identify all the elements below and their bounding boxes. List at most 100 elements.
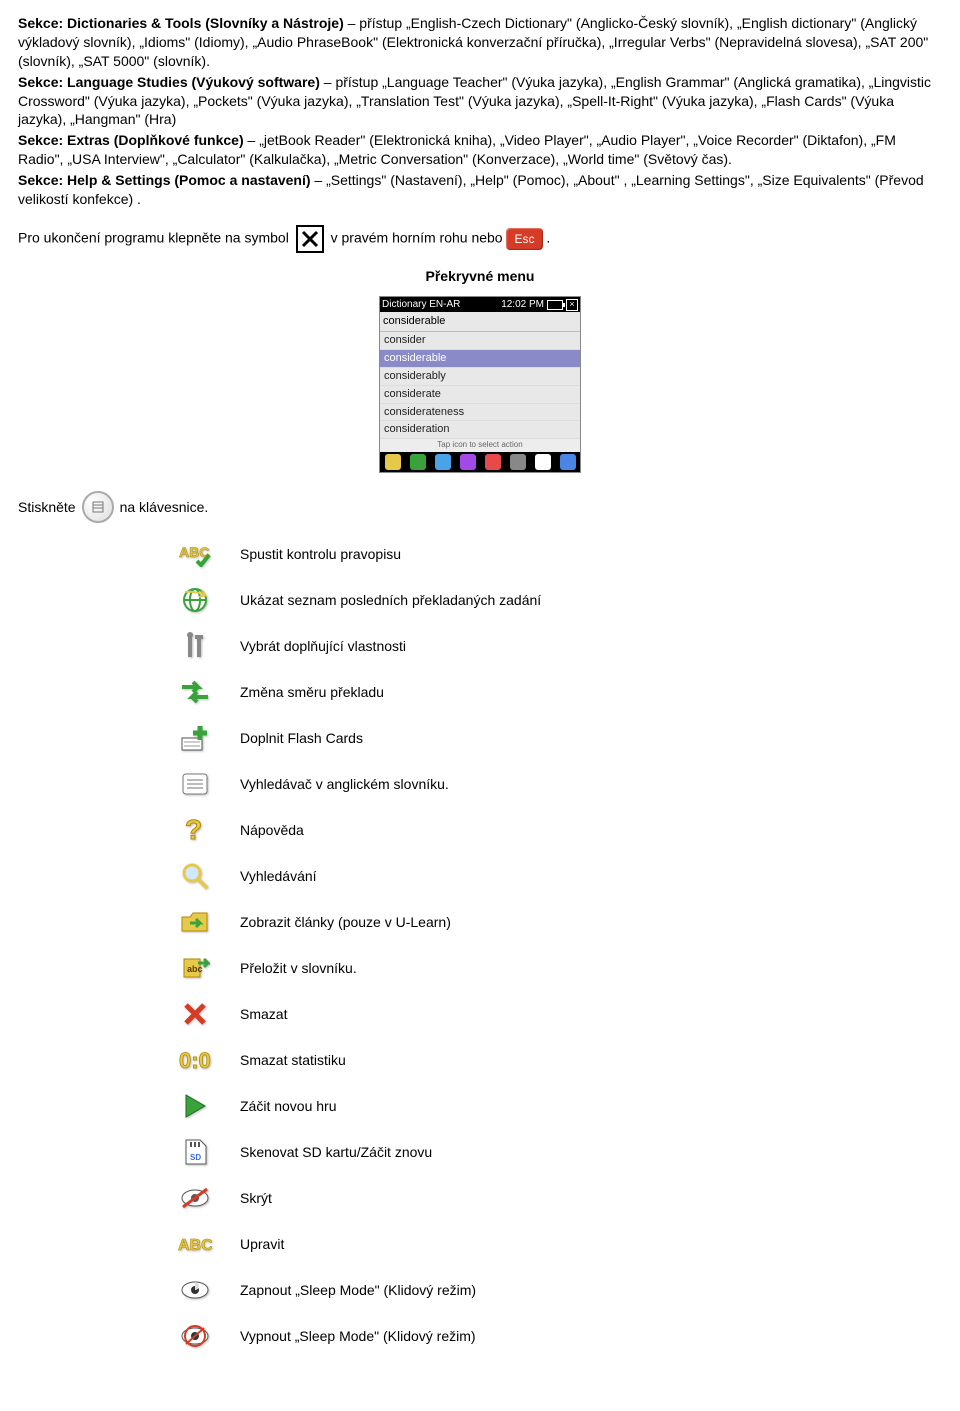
- device-list-item[interactable]: considerable: [380, 350, 580, 368]
- device-list-item[interactable]: consider: [380, 332, 580, 350]
- function-row: ? Nápověda: [178, 815, 942, 845]
- function-row: Skrýt: [178, 1183, 942, 1213]
- device-toolbar-icon[interactable]: [385, 454, 401, 470]
- keyboard-key-icon: [82, 491, 114, 523]
- dict-icon: abc: [178, 953, 212, 983]
- section-help-settings: Sekce: Help & Settings (Pomoc a nastaven…: [18, 171, 942, 209]
- folder-arrow-icon: [178, 907, 212, 937]
- function-label: Vyhledávání: [240, 867, 317, 886]
- help-icon: ?: [178, 815, 212, 845]
- device-search-value: considerable: [383, 315, 445, 327]
- section-help-settings-head: Sekce: Help & Settings (Pomoc a nastaven…: [18, 172, 311, 188]
- section-language-studies: Sekce: Language Studies (Výukový softwar…: [18, 73, 942, 130]
- function-label: Vypnout „Sleep Mode" (Klidový režim): [240, 1327, 476, 1346]
- doc-list-icon: [178, 769, 212, 799]
- eye-off-icon: [178, 1183, 212, 1213]
- function-row: Záčit novou hru: [178, 1091, 942, 1121]
- svg-text:?: ?: [185, 815, 202, 845]
- device-toolbar-icon[interactable]: [510, 454, 526, 470]
- function-row: Vybrát doplňující vlastnosti: [178, 631, 942, 661]
- function-row: ABC Upravit: [178, 1229, 942, 1259]
- device-toolbar-icon[interactable]: [535, 454, 551, 470]
- function-row: Zobrazit články (pouze v U-Learn): [178, 907, 942, 937]
- esc-key-icon: Esc: [506, 228, 542, 250]
- device-word-list[interactable]: considerconsiderableconsiderablyconsider…: [380, 332, 580, 439]
- function-row: Změna směru překladu: [178, 677, 942, 707]
- function-row: Doplnit Flash Cards: [178, 723, 942, 753]
- zero-icon: 0:0: [178, 1045, 212, 1075]
- svg-text:0:0: 0:0: [179, 1048, 211, 1072]
- cross-icon: [178, 999, 212, 1029]
- device-list-item[interactable]: consideration: [380, 421, 580, 439]
- press-text-a: Stiskněte: [18, 498, 76, 517]
- battery-icon: [547, 300, 563, 310]
- device-list-item[interactable]: considerably: [380, 368, 580, 386]
- sleep-off-icon: [178, 1321, 212, 1351]
- function-label: Smazat: [240, 1005, 287, 1024]
- device-list-item[interactable]: considerateness: [380, 404, 580, 422]
- press-key-instruction: Stiskněte na klávesnice.: [18, 491, 942, 523]
- function-label: Záčit novou hru: [240, 1097, 337, 1116]
- device-toolbar-icon[interactable]: [460, 454, 476, 470]
- function-label: Zapnout „Sleep Mode" (Klidový režim): [240, 1281, 476, 1300]
- sd-icon: SD: [178, 1137, 212, 1167]
- play-icon: [178, 1091, 212, 1121]
- plus-icon: [178, 723, 212, 753]
- magnify-icon: [178, 861, 212, 891]
- function-label: Nápověda: [240, 821, 304, 840]
- section-extras-head: Sekce: Extras (Doplňkové funkce): [18, 132, 244, 148]
- device-title: Dictionary EN-AR: [382, 298, 460, 312]
- function-row: Vyhledávač v anglickém slovníku.: [178, 769, 942, 799]
- press-text-b: na klávesnice.: [120, 498, 209, 517]
- device-toolbar-icon[interactable]: [410, 454, 426, 470]
- close-icon: [296, 225, 324, 253]
- function-label: Upravit: [240, 1235, 284, 1254]
- function-label: Doplnit Flash Cards: [240, 729, 363, 748]
- function-row: Ukázat seznam posledních překladaných za…: [178, 585, 942, 615]
- section-dictionaries: Sekce: Dictionaries & Tools (Slovníky a …: [18, 14, 942, 71]
- function-row: abc Přeložit v slovníku.: [178, 953, 942, 983]
- function-label: Vybrát doplňující vlastnosti: [240, 637, 406, 656]
- abc-icon: ABC: [178, 1229, 212, 1259]
- device-toolbar-icon[interactable]: [560, 454, 576, 470]
- function-label: Ukázat seznam posledních překladaných za…: [240, 591, 541, 610]
- device-hint: Tap icon to select action: [380, 439, 580, 452]
- svg-text:abc: abc: [187, 964, 203, 974]
- exit-text-b: v pravém horním rohu nebo: [331, 230, 507, 246]
- device-toolbar[interactable]: [380, 452, 580, 472]
- function-label: Smazat statistiku: [240, 1051, 346, 1070]
- function-label: Změna směru překladu: [240, 683, 384, 702]
- globe-icon: [178, 585, 212, 615]
- icon-function-table: ABCSpustit kontrolu pravopisu Ukázat sezn…: [178, 539, 942, 1351]
- abc-check-icon: ABC: [178, 539, 212, 569]
- device-close-icon: ×: [566, 299, 578, 311]
- device-time: 12:02 PM: [501, 298, 544, 312]
- function-row: Smazat: [178, 999, 942, 1029]
- device-list-item[interactable]: considerate: [380, 386, 580, 404]
- overlay-menu-title: Překryvné menu: [18, 267, 942, 286]
- function-label: Přeložit v slovníku.: [240, 959, 357, 978]
- exit-instruction: Pro ukončení programu klepněte na symbol…: [18, 225, 942, 253]
- tools-icon: [178, 631, 212, 661]
- function-label: Vyhledávač v anglickém slovníku.: [240, 775, 449, 794]
- device-titlebar: Dictionary EN-AR 12:02 PM ×: [380, 297, 580, 313]
- function-row: ABCSpustit kontrolu pravopisu: [178, 539, 942, 569]
- device-toolbar-icon[interactable]: [435, 454, 451, 470]
- function-row: 0:0 Smazat statistiku: [178, 1045, 942, 1075]
- section-language-studies-head: Sekce: Language Studies (Výukový softwar…: [18, 74, 320, 90]
- section-dictionaries-head: Sekce: Dictionaries & Tools (Slovníky a …: [18, 15, 344, 31]
- section-extras: Sekce: Extras (Doplňkové funkce) – „jetB…: [18, 131, 942, 169]
- function-label: Zobrazit články (pouze v U-Learn): [240, 913, 451, 932]
- sleep-on-icon: [178, 1275, 212, 1305]
- function-label: Skrýt: [240, 1189, 272, 1208]
- function-label: Skenovat SD kartu/Záčit znovu: [240, 1143, 432, 1162]
- function-row: Vyhledávání: [178, 861, 942, 891]
- svg-text:SD: SD: [190, 1153, 201, 1162]
- svg-text:ABC: ABC: [178, 1237, 212, 1254]
- device-search-input[interactable]: considerable: [380, 312, 580, 332]
- function-row: SD Skenovat SD kartu/Záčit znovu: [178, 1137, 942, 1167]
- swap-icon: [178, 677, 212, 707]
- device-toolbar-icon[interactable]: [485, 454, 501, 470]
- exit-text-a: Pro ukončení programu klepněte na symbol: [18, 230, 293, 246]
- function-row: Zapnout „Sleep Mode" (Klidový režim): [178, 1275, 942, 1305]
